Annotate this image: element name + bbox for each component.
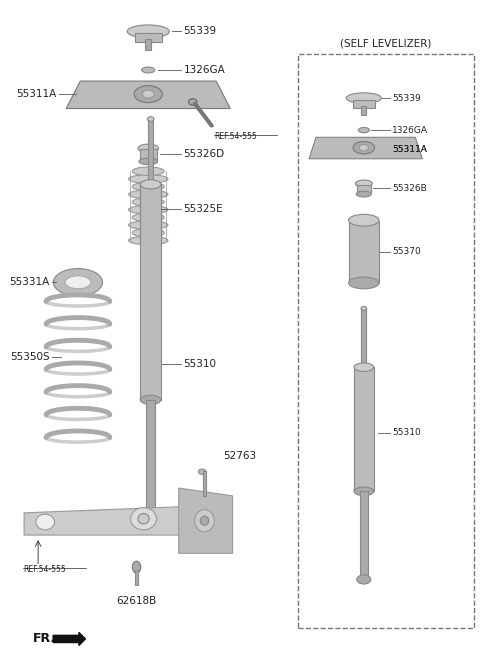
Ellipse shape: [132, 197, 164, 206]
Ellipse shape: [361, 306, 367, 310]
Ellipse shape: [53, 268, 103, 296]
Bar: [135, 570, 138, 584]
Bar: [148, 119, 153, 184]
Ellipse shape: [358, 127, 370, 133]
Polygon shape: [179, 488, 233, 554]
Ellipse shape: [36, 514, 55, 530]
Ellipse shape: [142, 67, 155, 73]
Text: 55325E: 55325E: [183, 204, 223, 214]
Ellipse shape: [140, 396, 161, 405]
Text: 55326D: 55326D: [183, 150, 225, 159]
Ellipse shape: [357, 575, 371, 584]
Ellipse shape: [65, 276, 91, 289]
Ellipse shape: [354, 487, 373, 495]
Text: 52763: 52763: [223, 451, 256, 461]
Ellipse shape: [129, 236, 168, 245]
Ellipse shape: [129, 174, 168, 183]
Bar: [352, 100, 375, 108]
Text: 55339: 55339: [392, 94, 420, 102]
Ellipse shape: [132, 213, 164, 222]
Text: 1326GA: 1326GA: [392, 125, 428, 134]
Ellipse shape: [189, 98, 197, 105]
Bar: [203, 471, 206, 496]
Text: 1326GA: 1326GA: [183, 65, 225, 75]
Ellipse shape: [129, 205, 168, 214]
Bar: [146, 400, 155, 518]
Polygon shape: [309, 137, 422, 159]
Text: 55311A: 55311A: [17, 89, 57, 99]
Ellipse shape: [195, 510, 215, 532]
Ellipse shape: [354, 363, 373, 371]
Ellipse shape: [348, 277, 379, 289]
Ellipse shape: [139, 158, 157, 165]
Text: 55370: 55370: [392, 247, 420, 256]
Ellipse shape: [346, 93, 382, 103]
Bar: [145, 39, 151, 51]
Polygon shape: [66, 81, 230, 108]
Text: 55339: 55339: [183, 26, 216, 37]
Text: REF.54-555: REF.54-555: [214, 132, 257, 141]
Bar: [360, 491, 368, 579]
Ellipse shape: [138, 144, 158, 153]
Bar: [361, 106, 366, 115]
Ellipse shape: [132, 561, 141, 573]
Text: 55331A: 55331A: [10, 277, 50, 287]
Ellipse shape: [198, 469, 206, 474]
Bar: [135, 33, 162, 42]
Ellipse shape: [132, 228, 164, 237]
Bar: [361, 308, 366, 367]
Text: 55310: 55310: [183, 359, 216, 369]
Ellipse shape: [348, 215, 379, 226]
Bar: [348, 220, 379, 283]
Ellipse shape: [359, 144, 369, 151]
Text: FR.: FR.: [33, 632, 56, 646]
Ellipse shape: [127, 25, 169, 38]
Text: REF.54-555: REF.54-555: [23, 565, 66, 574]
Ellipse shape: [353, 142, 374, 154]
Bar: [354, 367, 373, 491]
Ellipse shape: [140, 180, 161, 189]
Ellipse shape: [134, 86, 162, 102]
Text: (SELF LEVELIZER): (SELF LEVELIZER): [340, 39, 432, 49]
Ellipse shape: [143, 512, 158, 523]
Ellipse shape: [129, 221, 168, 230]
Text: 55310: 55310: [392, 428, 420, 437]
Text: 55311A: 55311A: [392, 145, 427, 154]
Ellipse shape: [129, 190, 168, 199]
Text: 55350S: 55350S: [10, 352, 50, 362]
Polygon shape: [24, 506, 226, 535]
Ellipse shape: [143, 91, 154, 98]
Text: 55311A: 55311A: [392, 145, 427, 154]
Ellipse shape: [132, 182, 164, 191]
Text: 55326B: 55326B: [392, 184, 427, 193]
Bar: [140, 184, 161, 400]
Ellipse shape: [200, 516, 209, 525]
Ellipse shape: [138, 514, 149, 524]
Bar: [140, 149, 156, 161]
Bar: [357, 184, 371, 193]
Ellipse shape: [355, 180, 372, 187]
Ellipse shape: [131, 508, 156, 530]
Bar: [298, 54, 474, 628]
Text: 62618B: 62618B: [117, 596, 156, 606]
FancyArrow shape: [53, 632, 85, 646]
Ellipse shape: [147, 117, 154, 121]
Ellipse shape: [132, 167, 164, 175]
Ellipse shape: [356, 191, 372, 197]
